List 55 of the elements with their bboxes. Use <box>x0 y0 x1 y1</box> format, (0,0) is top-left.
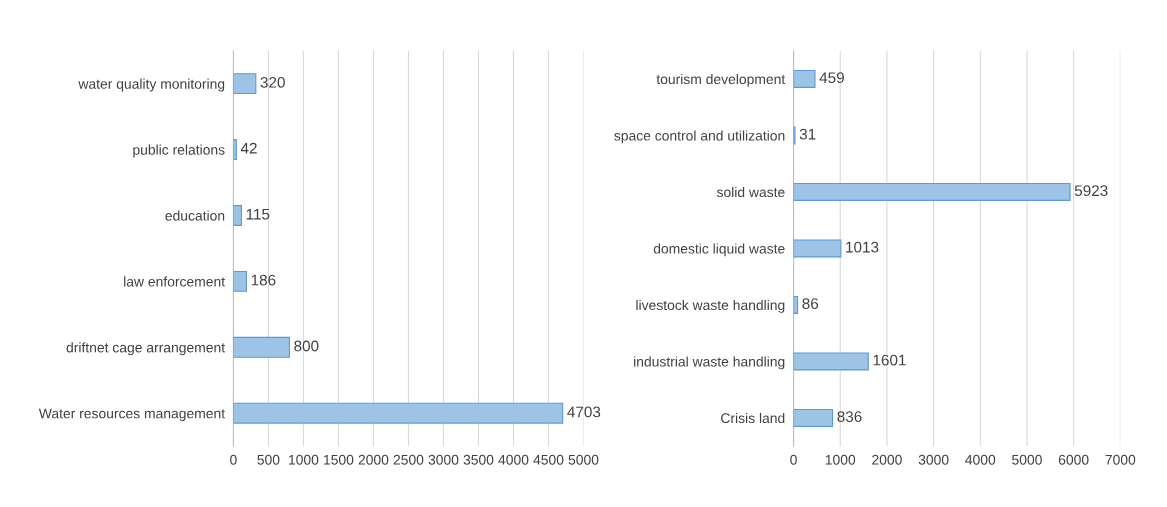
x-tick-label: 3000 <box>918 454 949 465</box>
x-tick-label: 4000 <box>498 454 529 465</box>
data-label: 31 <box>799 128 816 140</box>
data-label: 186 <box>251 274 276 286</box>
bar <box>793 408 834 427</box>
data-label: 1013 <box>846 241 879 253</box>
bar <box>233 270 247 292</box>
y-tick-label: Water resources management <box>38 408 225 422</box>
x-tick-label: 5000 <box>568 454 599 465</box>
x-tick-label: 1000 <box>825 454 856 465</box>
bar <box>233 73 257 95</box>
data-label: 115 <box>246 208 270 220</box>
data-label: 4703 <box>567 406 601 418</box>
data-label: 836 <box>837 411 862 423</box>
bar <box>233 336 290 358</box>
y-tick-label: driftnet cage arrangement <box>66 342 225 356</box>
x-tick-label: 2000 <box>358 454 389 465</box>
data-label: 42 <box>240 142 257 154</box>
x-tick-label: 1000 <box>289 454 319 465</box>
x-tick-label: 7000 <box>1105 454 1136 465</box>
y-tick-label: education <box>165 210 225 221</box>
y-tick-label: livestock waste handling <box>636 299 785 313</box>
y-tick-label: domestic liquid waste <box>653 243 785 257</box>
x-tick-label: 2000 <box>872 454 902 465</box>
x-tick-label: 3500 <box>463 454 494 465</box>
x-tick-label: 5000 <box>1012 454 1042 465</box>
y-tick-label: water quality monitoring <box>78 78 225 92</box>
x-tick-label: 2500 <box>393 454 424 465</box>
data-label: 459 <box>819 72 844 84</box>
data-label: 86 <box>802 298 819 310</box>
x-tick-label: 0 <box>230 454 237 465</box>
data-label: 5923 <box>1074 185 1108 197</box>
x-tick-label: 6000 <box>1058 454 1089 465</box>
data-label: 1601 <box>873 354 906 366</box>
bar <box>793 352 869 371</box>
bar <box>793 239 842 258</box>
bar <box>793 69 816 88</box>
y-tick-label: industrial waste handling <box>634 356 785 370</box>
data-label: 800 <box>294 340 319 352</box>
x-tick-label: 500 <box>257 454 280 465</box>
x-tick-label: 3000 <box>428 454 459 465</box>
y-tick-label: space control and utilization <box>614 130 785 144</box>
x-tick-label: 1500 <box>324 454 354 465</box>
bar <box>233 402 564 424</box>
x-tick-label: 0 <box>790 454 797 465</box>
x-tick-label: 4500 <box>533 454 564 465</box>
bar <box>793 182 1071 201</box>
y-tick-label: tourism development <box>656 73 786 87</box>
y-tick-label: public relations <box>133 144 225 158</box>
y-tick-label: law enforcement <box>124 276 225 287</box>
y-tick-label: Crisis land <box>721 412 785 424</box>
bar <box>233 205 243 226</box>
data-label: 320 <box>260 76 285 88</box>
y-tick-label: solid waste <box>716 186 785 198</box>
x-tick-label: 4000 <box>965 454 996 465</box>
